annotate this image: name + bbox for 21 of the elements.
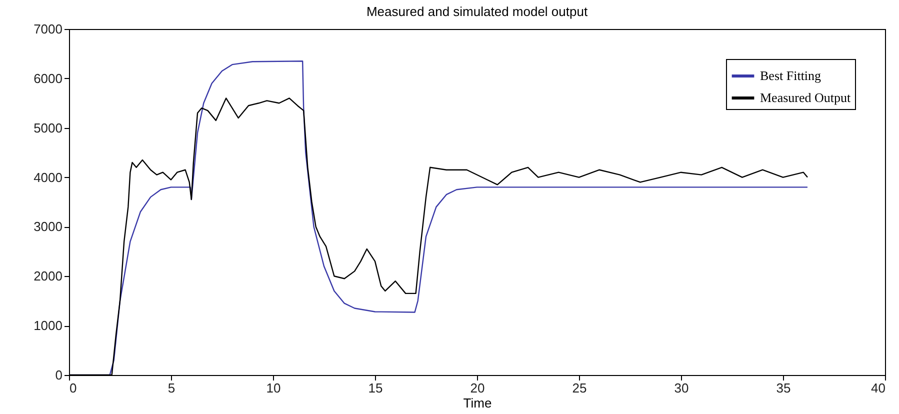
y-tick-label: 7000 [34,22,62,36]
chart-title: Measured and simulated model output [366,4,588,19]
x-tick-label: 20 [470,380,485,396]
y-tick-label: 2000 [34,268,62,284]
y-tick-label: 0 [55,368,62,382]
x-tick-label: 5 [168,380,176,396]
x-axis-title: Time [463,396,492,410]
legend-label: Measured Output [760,90,852,105]
x-tick-label: 30 [674,380,689,396]
y-tick-label: 6000 [34,70,62,86]
y-tick-label: 5000 [34,120,62,136]
legend-label: Best Fitting [760,68,822,83]
x-tick-label: 35 [776,380,791,396]
x-tick-label: 10 [266,380,281,396]
y-tick-label: 4000 [34,170,62,185]
x-tick-label: 40 [871,380,886,396]
x-tick-label: 0 [70,380,77,396]
x-tick-label: 25 [572,380,587,396]
y-tick-label: 3000 [34,219,62,234]
y-tick-label: 1000 [34,318,62,334]
x-tick-label: 15 [368,380,383,396]
